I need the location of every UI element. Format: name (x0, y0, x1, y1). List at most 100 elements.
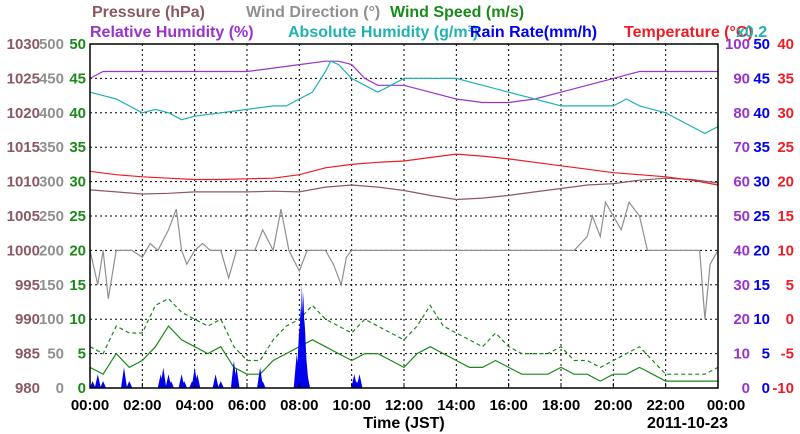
series-rain-rate (89, 284, 363, 388)
y-tick-label-wind_speed: 45 (69, 70, 86, 87)
rain-rate-bar (121, 367, 127, 388)
x-tick-label: 00:00 (707, 397, 745, 414)
legend-label: x0.2 (736, 24, 767, 41)
y-tick-label-temperature: 25 (777, 139, 794, 156)
legend-label: Temperature (°C) (624, 24, 753, 41)
y-tick-label-temperature: 30 (777, 105, 794, 122)
y-tick-label-temperature: 40 (777, 36, 794, 53)
y-tick-label-pressure: 980 (15, 380, 40, 397)
series-wind-speed-max (89, 297, 719, 375)
y-tick-label-wind_direction: 350 (39, 139, 64, 156)
y-tick-label-relative_humidity: 80 (733, 105, 750, 122)
rain-rate-bar (217, 381, 224, 388)
rain-rate-bar (304, 374, 311, 388)
y-tick-label-pressure: 1030 (7, 36, 40, 53)
y-tick-label-relative_humidity: 50 (733, 208, 750, 225)
y-tick-label-wind_direction: 250 (39, 208, 64, 225)
y-tick-label-rain_rate: 50 (753, 36, 770, 53)
y-tick-label-wind_direction: 500 (39, 36, 64, 53)
y-tick-label-relative_humidity: 20 (733, 311, 750, 328)
y-tick-label-temperature: 10 (777, 242, 794, 259)
y-tick-label-rain_rate: 15 (753, 277, 770, 294)
y-tick-label-relative_humidity: 0 (742, 380, 750, 397)
y-tick-label-wind_speed: 15 (69, 277, 86, 294)
y-tick-label-wind_speed: 5 (78, 346, 86, 363)
rain-rate-bar (194, 374, 201, 388)
y-tick-label-rain_rate: 10 (753, 311, 770, 328)
y-tick-label-rain_rate: 25 (753, 208, 770, 225)
y-tick-label-pressure: 1020 (7, 105, 40, 122)
x-tick-label: 14:00 (437, 397, 475, 414)
rain-rate-bar (94, 374, 101, 388)
y-tick-label-wind_speed: 30 (69, 174, 86, 191)
y-tick-label-rain_rate: 30 (753, 174, 770, 191)
legend-label: Wind Direction (°) (246, 4, 380, 21)
rain-rate-bar (181, 381, 188, 388)
y-tick-label-pressure: 1010 (7, 174, 40, 191)
legend-label: Pressure (hPa) (92, 4, 205, 21)
y-tick-label-rain_rate: 40 (753, 105, 770, 122)
y-tick-label-pressure: 1000 (7, 242, 40, 259)
x-tick-label: 12:00 (385, 397, 423, 414)
grid (90, 44, 718, 388)
y-tick-label-relative_humidity: 40 (733, 242, 750, 259)
y-tick-label-pressure: 990 (15, 311, 40, 328)
legend-label: Wind Speed (m/s) (390, 4, 524, 21)
y-tick-label-rain_rate: 5 (762, 346, 770, 363)
y-tick-label-relative_humidity: 10 (733, 346, 750, 363)
x-tick-label: 22:00 (646, 397, 684, 414)
y-tick-label-temperature: 5 (786, 277, 794, 294)
date-label: 2011-10-23 (647, 415, 728, 432)
y-tick-label-pressure: 985 (15, 346, 40, 363)
x-tick-label: 10:00 (332, 397, 370, 414)
y-tick-label-relative_humidity: 60 (733, 174, 750, 191)
rain-rate-bar (259, 381, 266, 388)
legend-label: Absolute Humidity (g/m³) (288, 24, 478, 41)
y-tick-label-pressure: 1015 (7, 139, 40, 156)
y-tick-label-rain_rate: 35 (753, 139, 770, 156)
rain-rate-bar (257, 367, 264, 388)
y-tick-label-wind_speed: 0 (78, 380, 86, 397)
x-axis-title: Time (JST) (363, 415, 445, 432)
y-tick-label-relative_humidity: 100 (725, 36, 750, 53)
x-tick-label: 02:00 (123, 397, 161, 414)
axes: 1030102510201015101010051000995990985980… (7, 36, 794, 414)
x-tick-label: 04:00 (175, 397, 213, 414)
x-tick-label: 08:00 (280, 397, 318, 414)
legend-label: Relative Humidity (%) (90, 24, 254, 41)
y-tick-label-pressure: 995 (15, 277, 40, 294)
y-tick-label-temperature: 0 (786, 311, 794, 328)
y-tick-label-wind_direction: 400 (39, 105, 64, 122)
y-tick-label-wind_direction: 150 (39, 277, 64, 294)
rain-rate-bar (233, 367, 240, 388)
plot-series (89, 60, 719, 388)
chart-title-block: Pressure (hPa) Wind Direction (°) Wind Spe… (90, 4, 767, 41)
x-tick-label: 20:00 (594, 397, 632, 414)
y-tick-label-wind_direction: 200 (39, 242, 64, 259)
y-tick-label-temperature: 35 (777, 70, 794, 87)
y-tick-label-pressure: 1005 (7, 208, 40, 225)
rain-rate-bar (356, 374, 363, 388)
legend-label: Rain Rate(mm/h) (470, 24, 597, 41)
x-tick-label: 16:00 (489, 397, 527, 414)
y-tick-label-temperature: 20 (777, 174, 794, 191)
y-tick-label-wind_direction: 0 (56, 380, 64, 397)
x-tick-label: 06:00 (228, 397, 266, 414)
x-tick-label: 00:00 (71, 397, 109, 414)
y-tick-label-wind_speed: 25 (69, 208, 86, 225)
rain-rate-bar (100, 381, 107, 388)
rain-rate-bar (212, 374, 219, 388)
y-tick-label-wind_direction: 450 (39, 70, 64, 87)
y-tick-label-wind_direction: 300 (39, 174, 64, 191)
y-tick-label-rain_rate: 0 (762, 380, 770, 397)
series-wind-speed (89, 325, 718, 382)
y-tick-label-temperature: -10 (772, 380, 794, 397)
series-pressure (89, 177, 719, 201)
series-absolute-humidity (89, 60, 719, 135)
y-tick-label-wind_speed: 50 (69, 36, 86, 53)
y-tick-label-pressure: 1025 (7, 70, 40, 87)
series-temperature (89, 153, 719, 186)
series-wind-direction (89, 200, 719, 320)
